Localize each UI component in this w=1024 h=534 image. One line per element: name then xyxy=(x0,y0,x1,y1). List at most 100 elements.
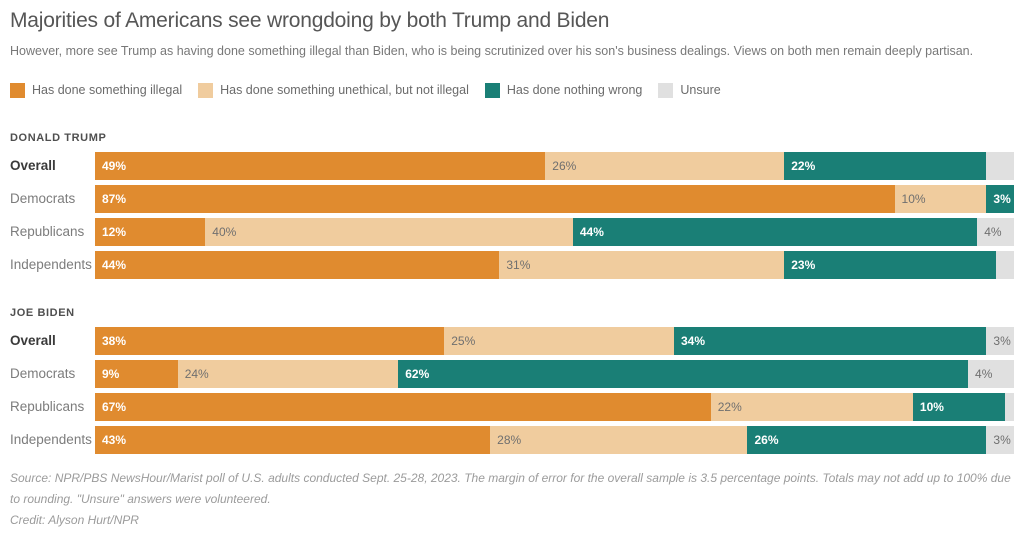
row-label: Republicans xyxy=(10,223,85,239)
bar-segment-unethical: 40% xyxy=(205,217,573,246)
bar-value-label: 23% xyxy=(791,257,816,272)
source-note: Source: NPR/PBS NewsHour/Marist poll of … xyxy=(10,470,1011,506)
bar-segment-nothing-wrong: 23% xyxy=(784,250,996,279)
bar-value-label: 44% xyxy=(102,257,127,272)
chart-title: Majorities of Americans see wrongdoing b… xyxy=(10,9,610,32)
bar-segment-unsure xyxy=(1004,392,1014,421)
bar-value-label: 26% xyxy=(552,158,577,173)
stacked-bar: 87% 10% 3% xyxy=(95,184,1014,213)
stacked-bar: 67% 22% 10% xyxy=(95,392,1014,421)
bar-segment-unsure: 3% xyxy=(986,425,1014,454)
bar-value-label: 62% xyxy=(405,366,430,381)
bar-segment-nothing-wrong: 26% xyxy=(747,425,987,454)
bar-value-label: 67% xyxy=(102,399,127,414)
bar-segment-nothing-wrong: 62% xyxy=(398,359,969,388)
section-title: DONALD TRUMP xyxy=(10,131,107,144)
bar-segment-nothing-wrong: 34% xyxy=(673,326,987,355)
bar-value-label: 49% xyxy=(102,158,127,173)
bar-segment-nothing-wrong: 44% xyxy=(572,217,978,246)
row-label: Independents xyxy=(10,431,92,447)
stacked-bar: 49% 26% 22% xyxy=(95,151,1014,180)
stacked-bar: 9% 24% 62% 4% xyxy=(95,359,1014,388)
chart-section: JOE BIDEN Overall 38% 25% 34% 3% Democrats 9% 24… xyxy=(10,307,1014,454)
bar-value-label: 22% xyxy=(717,399,742,414)
bar-segment-illegal: 12% xyxy=(95,217,206,246)
bar-row: Democrats 87% 10% 3% xyxy=(10,184,1014,213)
bar-row: Republicans 12% 40% 44% 4% xyxy=(10,217,1014,246)
bar-segment-unethical: 24% xyxy=(177,359,399,388)
bar-row: Overall 49% 26% 22% xyxy=(10,151,1014,180)
credit-note: Credit: Alyson Hurt/NPR xyxy=(10,512,139,527)
bar-segment-illegal: 38% xyxy=(95,326,445,355)
bar-row: Independents 43% 28% 26% 3% xyxy=(10,425,1014,454)
legend-label-illegal: Has done something illegal xyxy=(32,83,183,98)
legend-label-unsure: Unsure xyxy=(680,83,721,98)
bar-value-label: 4% xyxy=(975,366,993,381)
bar-segment-unsure: 3% xyxy=(986,326,1014,355)
bar-value-label: 22% xyxy=(791,158,816,173)
bar-value-label: 3% xyxy=(993,333,1011,348)
row-label: Democrats xyxy=(10,190,76,206)
row-label: Overall xyxy=(10,332,56,348)
bar-value-label: 3% xyxy=(993,191,1011,206)
bar-value-label: 31% xyxy=(506,257,531,272)
bar-segment-unethical: 31% xyxy=(499,250,785,279)
bar-value-label: 26% xyxy=(754,432,779,447)
bar-value-label: 10% xyxy=(901,191,926,206)
bar-segment-illegal: 67% xyxy=(95,392,711,421)
bar-row: Democrats 9% 24% 62% 4% xyxy=(10,359,1014,388)
legend-swatch-illegal-icon xyxy=(10,82,25,98)
bar-segment-illegal: 49% xyxy=(95,151,546,180)
bar-segment-nothing-wrong: 22% xyxy=(784,151,987,180)
bar-value-label: 43% xyxy=(102,432,127,447)
bar-value-label: 12% xyxy=(102,224,127,239)
legend-item-unethical: Has done something unethical, but not il… xyxy=(198,82,469,98)
chart-section: DONALD TRUMP Overall 49% 26% 22% Democrats 87%… xyxy=(10,132,1014,279)
stacked-bar: 44% 31% 23% xyxy=(95,250,1014,279)
bar-value-label: 24% xyxy=(184,366,209,381)
legend-swatch-nothing-wrong-icon xyxy=(484,82,500,98)
legend-item-nothing-wrong: Has done nothing wrong xyxy=(484,82,643,98)
bar-value-label: 28% xyxy=(497,432,522,447)
bar-segment-nothing-wrong: 3% xyxy=(986,184,1014,213)
legend-label-nothing-wrong: Has done nothing wrong xyxy=(506,83,643,98)
stacked-bar: 38% 25% 34% 3% xyxy=(95,326,1014,355)
bar-segment-unethical: 10% xyxy=(894,184,987,213)
bar-segment-unethical: 25% xyxy=(444,326,674,355)
bar-segment-unethical: 28% xyxy=(490,425,748,454)
bar-value-label: 3% xyxy=(993,432,1011,447)
bar-segment-unethical: 22% xyxy=(710,392,913,421)
bar-segment-illegal: 43% xyxy=(95,425,491,454)
bar-value-label: 25% xyxy=(451,333,476,348)
row-label: Democrats xyxy=(10,365,76,381)
bar-row: Overall 38% 25% 34% 3% xyxy=(10,326,1014,355)
bar-value-label: 87% xyxy=(102,191,127,206)
bar-segment-unsure xyxy=(995,250,1014,279)
bar-value-label: 38% xyxy=(102,333,127,348)
legend-swatch-unethical-icon xyxy=(198,82,214,98)
chart-footer: Source: NPR/PBS NewsHour/Marist poll of … xyxy=(10,468,1014,531)
stacked-bar-chart: DONALD TRUMP Overall 49% 26% 22% Democrats 87%… xyxy=(10,132,1014,454)
bar-segment-unsure: 4% xyxy=(977,217,1014,246)
bar-value-label: 9% xyxy=(102,366,120,381)
stacked-bar: 12% 40% 44% 4% xyxy=(95,217,1014,246)
row-label: Independents xyxy=(10,256,92,272)
bar-row: Independents 44% 31% 23% xyxy=(10,250,1014,279)
stacked-bar: 43% 28% 26% 3% xyxy=(95,425,1014,454)
chart-subtitle: However, more see Trump as having done s… xyxy=(10,44,974,59)
bar-segment-illegal: 87% xyxy=(95,184,895,213)
row-label: Republicans xyxy=(10,398,85,414)
legend-swatch-unsure-icon xyxy=(658,82,674,98)
bar-value-label: 44% xyxy=(579,224,604,239)
legend-item-unsure: Unsure xyxy=(658,82,721,98)
bar-segment-unsure xyxy=(986,151,1014,180)
bar-segment-unsure: 4% xyxy=(968,359,1014,388)
bar-segment-unethical: 26% xyxy=(545,151,785,180)
bar-segment-illegal: 9% xyxy=(95,359,178,388)
legend-item-illegal: Has done something illegal xyxy=(10,82,183,98)
legend-label-unethical: Has done something unethical, but not il… xyxy=(220,83,469,98)
section-title: JOE BIDEN xyxy=(10,306,75,319)
bar-value-label: 40% xyxy=(212,224,237,239)
bar-row: Republicans 67% 22% 10% xyxy=(10,392,1014,421)
